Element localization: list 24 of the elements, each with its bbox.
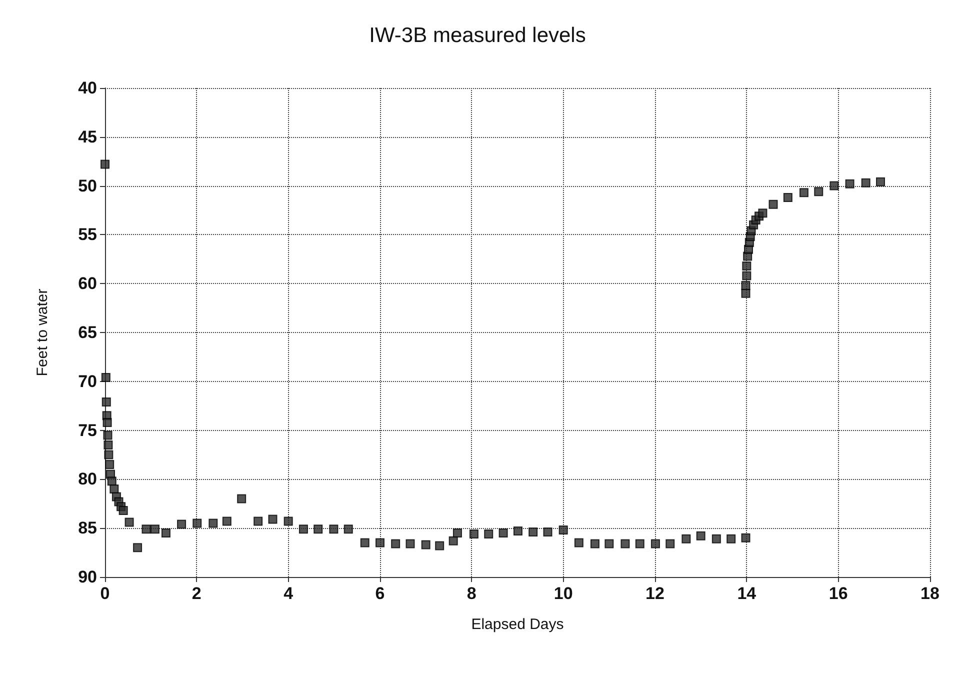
- x-axis-title: Elapsed Days: [471, 616, 564, 633]
- y-tick-label: 65: [78, 323, 97, 342]
- x-tick-label: 12: [646, 584, 664, 603]
- y-tick-label: 75: [78, 420, 97, 440]
- x-tick-label: 2: [192, 584, 202, 603]
- y-tick-label: 80: [78, 470, 97, 489]
- y-tick-label: 45: [78, 127, 97, 146]
- x-tick-label: 8: [466, 584, 476, 603]
- y-tick-label: 85: [78, 518, 97, 538]
- chart-title: IW-3B measured levels: [369, 24, 586, 47]
- x-tick-label: 4: [284, 584, 294, 603]
- x-tick-label: 14: [737, 584, 757, 603]
- x-tick-label: 6: [375, 584, 385, 603]
- x-tick-label: 10: [554, 584, 573, 603]
- y-tick-label: 55: [78, 225, 97, 244]
- y-axis-title: Feet to water: [34, 288, 51, 376]
- y-tick-label: 90: [78, 568, 97, 586]
- y-tick-label: 60: [78, 274, 97, 294]
- y-tick-label: 70: [78, 372, 97, 391]
- x-tick-label: 18: [920, 584, 940, 603]
- x-tick-label: 0: [100, 584, 110, 603]
- y-tick-label: 50: [78, 176, 97, 196]
- x-tick-label: 16: [828, 584, 848, 603]
- y-tick-label: 40: [78, 78, 97, 98]
